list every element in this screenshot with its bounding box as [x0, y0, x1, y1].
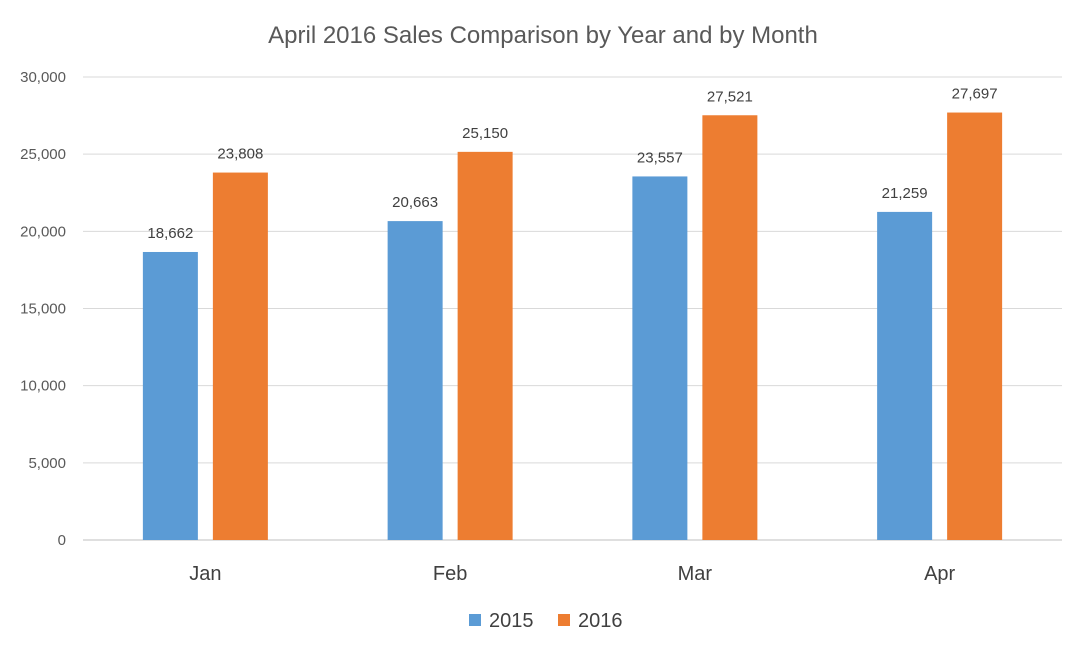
x-axis-tick-labels: Jan Feb Mar Apr: [189, 563, 955, 585]
y-tick-label: 25,000: [20, 146, 66, 163]
x-tick-label: Jan: [189, 563, 221, 585]
x-tick-label: Feb: [433, 563, 467, 585]
data-label: 20,663: [392, 194, 438, 211]
x-tick-label: Apr: [924, 563, 955, 585]
y-tick-label: 10,000: [20, 378, 66, 395]
data-labels: 18,662 23,808 20,663 25,150 23,557 27,521 21,2…: [147, 86, 997, 242]
chart-title: April 2016 Sales Comparison by Year and …: [268, 22, 818, 49]
data-label: 21,259: [882, 185, 928, 202]
data-label: 27,697: [952, 86, 998, 103]
y-tick-label: 5,000: [28, 455, 66, 472]
data-label: 23,557: [637, 149, 683, 166]
bar-2015-feb: [387, 221, 443, 541]
y-tick-label: 0: [58, 532, 66, 549]
legend-label-2016: 2016: [578, 610, 623, 632]
bar-2016-feb: [457, 151, 513, 540]
y-tick-label: 30,000: [20, 69, 66, 86]
legend-label-2015: 2015: [489, 610, 534, 632]
data-label: 25,150: [462, 125, 508, 142]
bar-2016-jan: [212, 172, 268, 540]
data-label: 27,521: [707, 88, 753, 105]
x-tick-label: Mar: [678, 563, 713, 585]
legend-swatch-2015: [469, 614, 481, 626]
bar-2016-apr: [947, 112, 1003, 540]
y-axis-tick-labels: 0 5,000 10,000 15,000 20,000 25,000 30,000: [20, 69, 66, 549]
bars: [142, 112, 1003, 541]
bar-2015-apr: [877, 211, 933, 540]
bar-2015-mar: [632, 176, 688, 541]
legend: 2015 2016: [469, 610, 623, 632]
y-tick-label: 15,000: [20, 301, 66, 318]
bar-2016-mar: [702, 115, 758, 541]
data-label: 23,808: [217, 146, 263, 163]
data-label: 18,662: [147, 225, 193, 242]
legend-swatch-2016: [558, 614, 570, 626]
y-tick-label: 20,000: [20, 223, 66, 240]
bar-2015-jan: [142, 251, 198, 540]
